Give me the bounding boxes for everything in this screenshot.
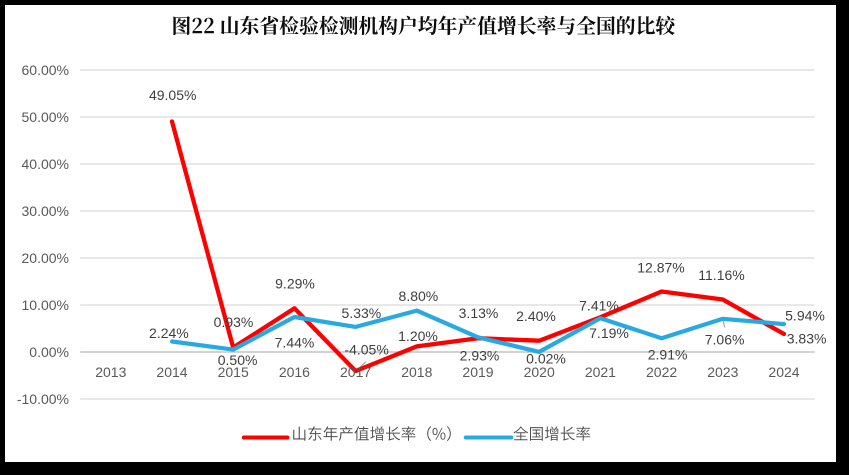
svg-text:40.00%: 40.00% [22,156,69,172]
svg-text:2.24%: 2.24% [149,325,189,341]
svg-text:5.33%: 5.33% [342,305,382,321]
svg-text:0.50%: 0.50% [218,352,258,368]
svg-text:2017: 2017 [340,364,371,380]
svg-text:2016: 2016 [279,364,310,380]
svg-text:7.06%: 7.06% [705,332,745,348]
svg-text:2013: 2013 [95,364,126,380]
svg-text:9.29%: 9.29% [275,275,315,291]
svg-text:0.02%: 0.02% [526,350,566,366]
svg-text:20.00%: 20.00% [22,250,69,266]
svg-text:0.93%: 0.93% [214,314,254,330]
svg-text:50.00%: 50.00% [22,109,69,125]
svg-text:2019: 2019 [462,364,493,380]
svg-text:2018: 2018 [401,364,432,380]
svg-text:49.05%: 49.05% [149,87,196,103]
svg-text:2023: 2023 [707,364,738,380]
svg-text:5.94%: 5.94% [785,307,825,323]
svg-text:2.91%: 2.91% [648,347,688,363]
svg-text:3.83%: 3.83% [787,331,827,347]
svg-text:2.93%: 2.93% [460,347,500,363]
svg-text:2024: 2024 [768,364,799,380]
svg-text:-10.00%: -10.00% [17,391,69,407]
svg-text:0.00%: 0.00% [29,344,69,360]
svg-text:2021: 2021 [585,364,616,380]
svg-text:-4.05%: -4.05% [344,342,388,358]
svg-text:11.16%: 11.16% [698,267,744,283]
svg-text:10.00%: 10.00% [22,297,69,313]
svg-text:8.80%: 8.80% [399,288,439,304]
svg-text:7.19%: 7.19% [589,325,629,341]
svg-text:2020: 2020 [524,364,555,380]
svg-text:30.00%: 30.00% [22,203,69,219]
svg-text:7.44%: 7.44% [275,334,315,350]
svg-text:1.20%: 1.20% [398,328,438,344]
svg-text:12.87%: 12.87% [637,260,684,276]
svg-text:3.13%: 3.13% [459,305,499,321]
svg-text:7.41%: 7.41% [579,297,619,313]
svg-text:2.40%: 2.40% [516,308,556,324]
svg-text:2015: 2015 [218,364,249,380]
svg-text:60.00%: 60.00% [22,62,69,78]
svg-text:2014: 2014 [156,364,187,380]
svg-text:2022: 2022 [646,364,677,380]
